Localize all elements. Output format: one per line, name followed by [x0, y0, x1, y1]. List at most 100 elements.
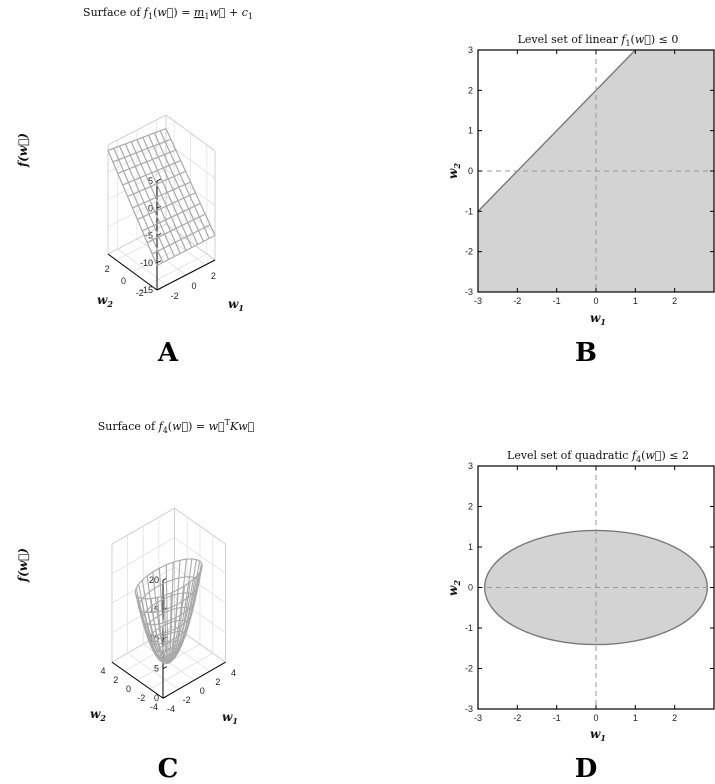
surface-mesh-line [158, 648, 180, 662]
x-tick-label: -3 [474, 296, 482, 306]
x-tick-label: 2 [672, 713, 677, 723]
panel-a-zlabel: f(w⃗) [16, 133, 30, 168]
y-tick-label: 3 [468, 45, 473, 55]
grid-line [111, 596, 226, 633]
z-tick-mark [156, 205, 162, 209]
z-tick-label: 5 [154, 664, 159, 674]
panel-b-label: B [575, 338, 597, 368]
x-tick-label: -2 [171, 291, 179, 301]
z-tick-mark [156, 260, 162, 264]
z-tick-label: 5 [148, 176, 153, 186]
y-tick-label: -2 [137, 693, 145, 703]
z-tick-label: -15 [140, 285, 153, 295]
z-tick-mark [162, 695, 168, 699]
panel-a-surface [107, 128, 216, 267]
surface-mesh-line [165, 128, 216, 236]
surface-mesh-line [168, 592, 172, 665]
y-tick-label: 2 [105, 264, 110, 274]
y-tick-label: -2 [465, 664, 473, 674]
y-tick-label: -1 [465, 206, 473, 216]
box-edge [111, 507, 175, 545]
panel-a-label: A [157, 338, 179, 368]
boundary-line [477, 49, 636, 212]
y-tick-label: -2 [136, 288, 144, 298]
x-tick-label: -2 [513, 713, 521, 723]
panel-c-surface [134, 558, 203, 665]
surface-mesh-line [122, 160, 181, 186]
panel-c-zlabel: f(w⃗) [16, 548, 30, 583]
surface-mesh-line [141, 592, 196, 626]
x-tick-label: 1 [633, 713, 638, 723]
surface-mesh-line [127, 170, 186, 198]
panel-c-xlabel: w1 [222, 710, 238, 726]
panel-d-ylabel: w2 [446, 580, 462, 596]
axis-line [107, 253, 158, 291]
y-tick-label: 0 [126, 684, 131, 694]
box-edge [165, 223, 216, 261]
surface-mesh-line [112, 138, 172, 163]
x-tick-label: 2 [215, 677, 220, 687]
surface-mesh-line [156, 234, 216, 267]
panel-c-title: Surface of f4(w⃗) = w⃗TKw⃗ [98, 418, 255, 435]
axis-line [111, 661, 164, 699]
x-tick-label: 0 [200, 686, 205, 696]
panel-d-label: D [575, 754, 598, 784]
surface-mesh-line [138, 576, 200, 614]
x-tick-label: 0 [593, 296, 598, 306]
x-tick-label: -3 [474, 713, 482, 723]
box-edge [107, 114, 167, 146]
x-tick-label: 2 [211, 271, 216, 281]
box-edge [165, 114, 216, 152]
y-tick-label: 4 [100, 666, 105, 676]
surface-mesh-line [148, 619, 190, 645]
surface-mesh-line [161, 654, 176, 664]
panel-b: Level set of linear f1(w⃗) ≤ 0 -3 -2 -1 0 1 2… [446, 33, 715, 368]
x-tick-label: -1 [553, 296, 561, 306]
panel-c: Surface of f4(w⃗) = w⃗TKw⃗ 20151050-4-20… [16, 418, 254, 784]
x-tick-label: -2 [183, 695, 191, 705]
x-tick-label: 0 [593, 713, 598, 723]
z-tick-label: 15 [149, 605, 159, 615]
surface-mesh-line [132, 181, 191, 209]
axis-line [156, 259, 216, 291]
y-tick-label: -2 [465, 247, 473, 257]
z-tick-label: 0 [154, 693, 159, 703]
y-tick-label: 2 [113, 675, 118, 685]
panel-c-ylabel: w2 [90, 707, 106, 723]
panel-a-title: Surface of f1(w⃗) = m1w⃗ + c1 [83, 6, 253, 21]
y-tick-label: 1 [468, 542, 473, 552]
y-tick-label: 1 [468, 126, 473, 136]
panel-d: Level set of quadratic f4(w⃗) ≤ 2 -3 -2 -1… [446, 449, 715, 784]
z-tick-label: -10 [140, 258, 153, 268]
z-tick-mark [162, 666, 168, 670]
x-tick-label: 4 [231, 668, 236, 678]
box-edge [107, 223, 167, 255]
panel-a: Surface of f1(w⃗) = m1w⃗ + c1 5 0 -5 -10 -15… [16, 6, 253, 368]
grid-line [111, 537, 226, 574]
y-tick-label: 2 [468, 502, 473, 512]
y-tick-label: -4 [150, 702, 158, 712]
x-tick-label: 1 [633, 296, 638, 306]
y-tick-label: 0 [468, 583, 473, 593]
z-tick-label: -5 [145, 231, 153, 241]
panel-b-plot: -3 -2 -1 0 1 2 3 2 1 0 -1 -2 -3 [465, 45, 715, 306]
x-tick-label: 2 [672, 296, 677, 306]
grid-line [111, 544, 164, 699]
grid-line [111, 507, 226, 545]
panel-c-label: C [158, 754, 179, 784]
z-tick-mark [156, 178, 162, 182]
surface-mesh-line [153, 132, 204, 242]
y-tick-label: -1 [465, 623, 473, 633]
x-tick-label: 0 [192, 281, 197, 291]
y-tick-label: -3 [465, 704, 473, 714]
panel-a-xlabel: w1 [228, 297, 244, 313]
panel-a-axes: 50-5-10-15-202-202 [105, 114, 216, 301]
surface-mesh-line [117, 149, 177, 175]
y-tick-label: 2 [468, 85, 473, 95]
surface-mesh-line [159, 130, 210, 239]
grid-line [111, 566, 226, 604]
panel-b-xlabel: w1 [590, 311, 606, 327]
axis-line [162, 661, 226, 699]
panel-a-ylabel: w2 [97, 293, 113, 309]
